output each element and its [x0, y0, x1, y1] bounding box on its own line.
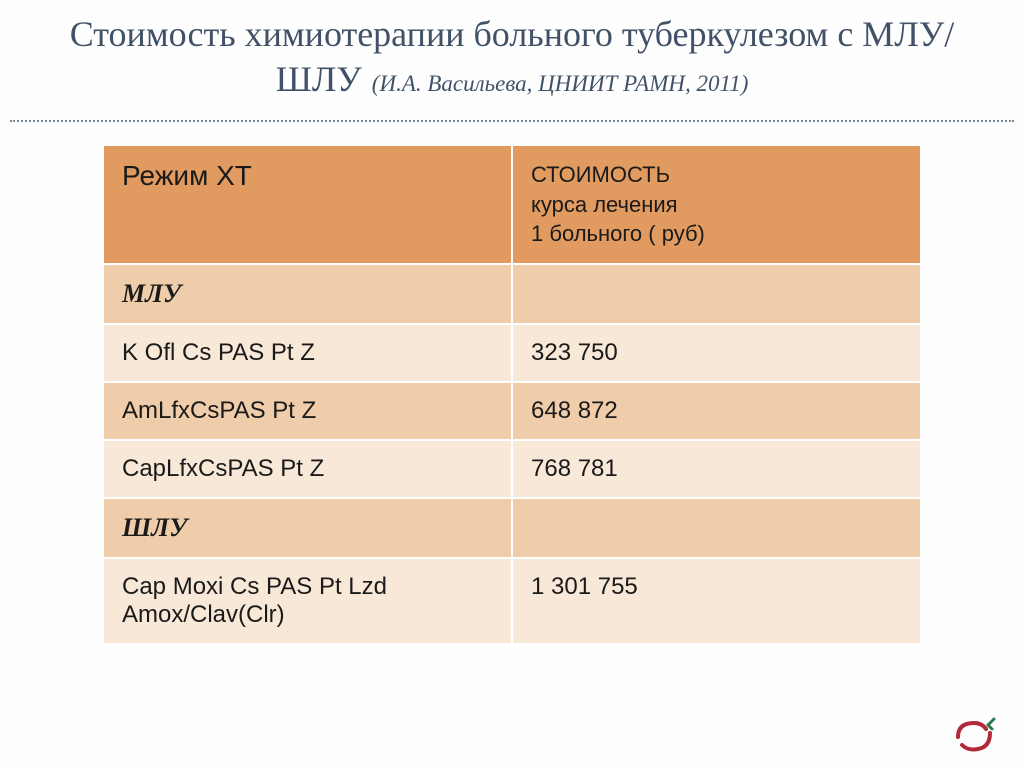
cost-table-wrap: Режим ХТ СТОИМОСТЬкурса лечения1 больног…	[10, 144, 1014, 645]
section-shlu-label: ШЛУ	[103, 498, 512, 558]
section-mlu-empty	[512, 264, 921, 324]
cell-cost: 1 301 755	[512, 558, 921, 644]
cell-cost: 648 872	[512, 382, 921, 440]
table-row: Cap Moxi Cs PAS Pt Lzd Amox/Clav(Clr) 1 …	[103, 558, 921, 644]
section-shlu: ШЛУ	[103, 498, 921, 558]
section-mlu: МЛУ	[103, 264, 921, 324]
header-cost: СТОИМОСТЬкурса лечения1 больного ( руб)	[512, 145, 921, 264]
title-sub: (И.А. Васильева, ЦНИИТ РАМН, 2011)	[372, 71, 749, 96]
cell-regimen: AmLfxCsPAS Pt Z	[103, 382, 512, 440]
table-row: AmLfxCsPAS Pt Z 648 872	[103, 382, 921, 440]
section-mlu-label: МЛУ	[103, 264, 512, 324]
table-row: CapLfxCsPAS Pt Z 768 781	[103, 440, 921, 498]
slide-title: Стоимость химиотерапии больного туберкул…	[10, 8, 1014, 116]
cell-regimen: Cap Moxi Cs PAS Pt Lzd Amox/Clav(Clr)	[103, 558, 512, 644]
table-header-row: Режим ХТ СТОИМОСТЬкурса лечения1 больног…	[103, 145, 921, 264]
header-regimen: Режим ХТ	[103, 145, 512, 264]
slide: Стоимость химиотерапии больного туберкул…	[0, 0, 1024, 767]
cell-cost: 768 781	[512, 440, 921, 498]
cost-table: Режим ХТ СТОИМОСТЬкурса лечения1 больног…	[102, 144, 922, 645]
section-shlu-empty	[512, 498, 921, 558]
divider	[10, 120, 1014, 122]
cell-cost: 323 750	[512, 324, 921, 382]
logo-icon	[952, 717, 996, 753]
cell-regimen: CapLfxCsPAS Pt Z	[103, 440, 512, 498]
cell-regimen: K Ofl Cs PAS Pt Z	[103, 324, 512, 382]
table-row: K Ofl Cs PAS Pt Z 323 750	[103, 324, 921, 382]
